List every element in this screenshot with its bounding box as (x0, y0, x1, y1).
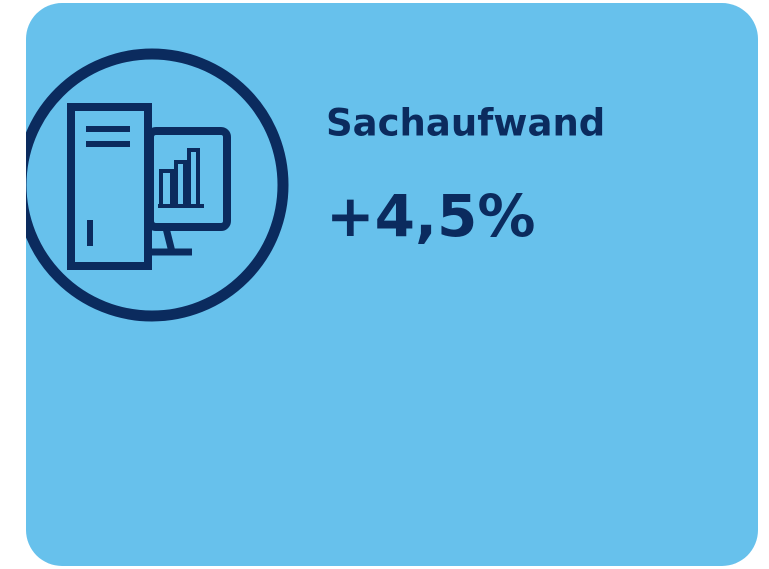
icon (26, 48, 289, 322)
monitor-stand (162, 227, 176, 253)
chart-bar (187, 148, 200, 204)
card (26, 3, 758, 566)
card-title: Sachaufwand (326, 102, 605, 145)
chart-bar (159, 169, 174, 204)
tower (67, 103, 152, 270)
card-value: +4,5% (326, 182, 535, 250)
chart-bar (174, 160, 187, 204)
icon-circle (26, 48, 289, 322)
